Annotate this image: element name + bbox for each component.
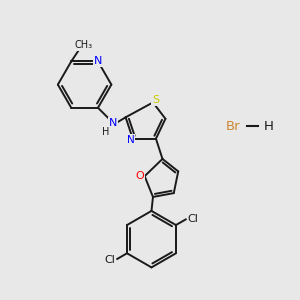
Text: Br: Br (226, 120, 241, 133)
Text: Cl: Cl (188, 214, 198, 224)
Text: Cl: Cl (105, 255, 116, 265)
Text: N: N (94, 56, 102, 66)
Text: N: N (127, 135, 134, 145)
Text: S: S (152, 95, 160, 105)
Text: O: O (136, 171, 145, 181)
Text: H: H (264, 120, 274, 133)
Text: N: N (109, 118, 117, 128)
Text: CH₃: CH₃ (74, 40, 92, 50)
Text: H: H (102, 127, 109, 136)
